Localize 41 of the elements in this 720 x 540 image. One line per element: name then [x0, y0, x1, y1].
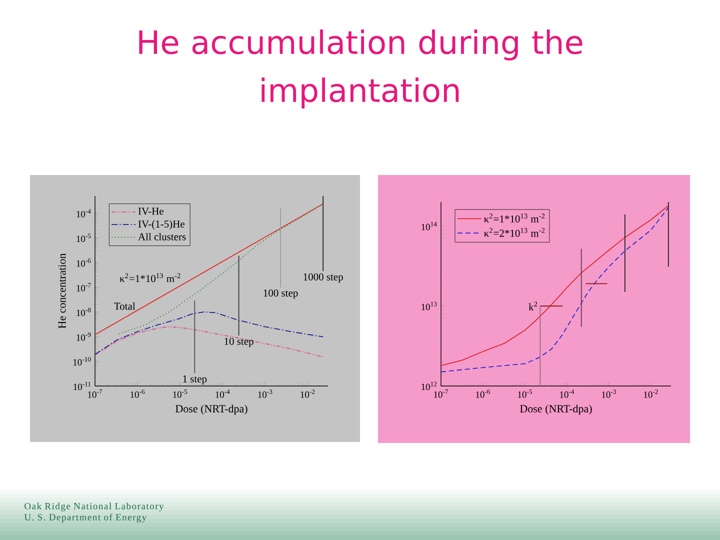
x-tick-label: 10$^{-4}$	[216, 390, 230, 398]
legend-label: All clusters	[138, 232, 186, 240]
x-tick-label: 10$^{-7}$	[88, 390, 102, 398]
x-tick-label: 10$^{-3}$	[258, 390, 272, 398]
x-tick-label: 10$^{-3}$	[602, 390, 616, 398]
y-tick-label: 10$^{-10}$	[73, 357, 91, 366]
x-axis-title: Dose (NRT-dpa)	[176, 404, 248, 415]
y-tick-label: 10$^{-6}$	[76, 258, 91, 267]
y-tick-label: 10$^{-8}$	[76, 308, 91, 316]
annotation: 10 step	[224, 338, 254, 348]
x-axis-title: Dose (NRT-dpa)	[520, 404, 592, 415]
x-tick-label: 10$^{-7}$	[434, 390, 448, 398]
x-tick-label: 10$^{-2}$	[644, 390, 658, 398]
y-tick-label: 10$^{13}$	[422, 302, 437, 310]
x-tick-label: 10$^{-2}$	[300, 390, 315, 398]
annotation: k$^{2}$	[528, 302, 538, 310]
annotation: 1 step	[183, 375, 207, 385]
x-tick-label: 10$^{-5}$	[173, 390, 188, 398]
y-tick-label: 10$^{-7}$	[76, 283, 91, 292]
annotation: Total	[114, 302, 136, 310]
y-tick-label: 10$^{-11}$	[74, 382, 91, 390]
text: U. S. Department of Energy	[24, 514, 147, 522]
y-tick-label: 10$^{14}$	[422, 222, 437, 230]
legend-label: κ$^{2}$=2*10$^{13}$ m$^{-2}$	[484, 228, 545, 237]
x-tick-label: 10$^{-5}$	[518, 390, 532, 398]
text: He accumulation during the implantation	[139, 30, 582, 108]
y-tick-label: 10$^{12}$	[422, 382, 437, 390]
annotation: 100 step	[264, 289, 298, 299]
x-tick-label: 10$^{-4}$	[560, 390, 574, 398]
y-tick-label: 10$^{-5}$	[76, 234, 91, 242]
annotation: κ$^{2}$=1*10$^{13}$ m$^{-2}$	[120, 273, 180, 282]
legend-label: IV-He	[138, 208, 164, 215]
x-tick-label: 10$^{-6}$	[476, 390, 490, 398]
legend-label: κ$^{2}$=1*10$^{13}$ m$^{-2}$	[484, 214, 545, 222]
y-axis-title: He concentration	[58, 253, 66, 328]
x-tick-label: 10$^{-6}$	[130, 390, 145, 398]
y-tick-label: 10$^{-9}$	[76, 332, 91, 341]
text: Oak Ridge National Laboratory	[24, 502, 164, 512]
legend-label: IV-(1-5)He	[138, 220, 184, 230]
annotation: 1000 step	[304, 273, 343, 283]
y-tick-label: 10$^{-4}$	[76, 209, 91, 218]
